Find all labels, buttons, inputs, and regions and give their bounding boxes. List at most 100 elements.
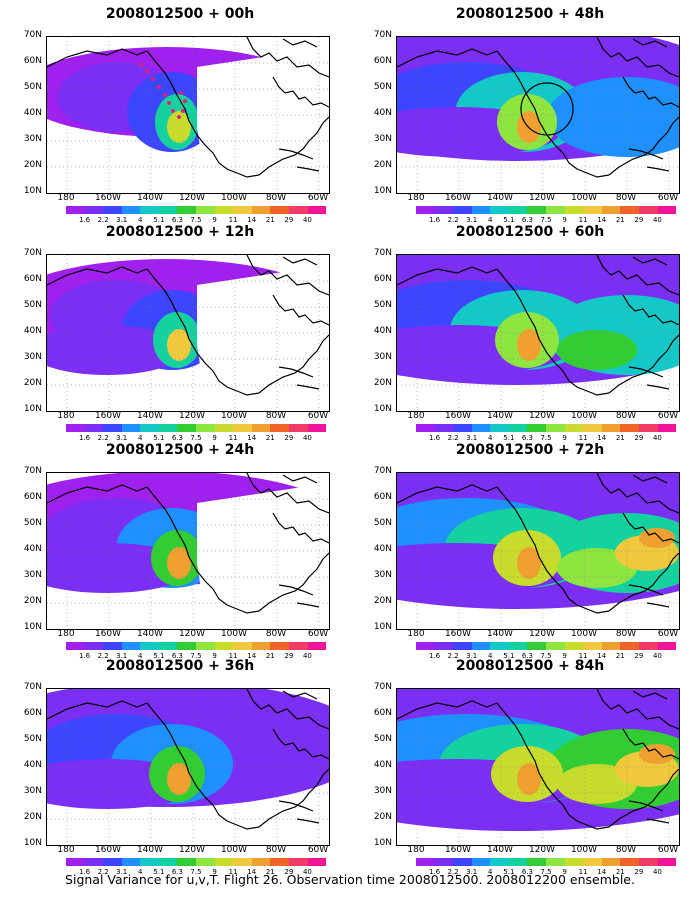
colorbar-swatch — [657, 424, 677, 432]
cuba-coastline — [628, 800, 664, 812]
pacific-coastline — [146, 486, 260, 614]
colorbar-label: 5.1 — [503, 652, 515, 660]
colorbar-label: 21 — [615, 868, 625, 876]
longitude-label: 80W — [265, 845, 287, 855]
colorbar-swatch — [288, 858, 308, 866]
latitude-label: 50N — [373, 82, 392, 92]
canada-coastline — [596, 255, 679, 296]
colorbar-swatch — [471, 424, 491, 432]
colorbar-label: 9 — [212, 434, 217, 442]
colorbar-label: 4 — [138, 652, 143, 660]
colorbar-label: 21 — [265, 652, 275, 660]
colorbar-swatch — [416, 642, 435, 650]
map-canvas — [47, 255, 329, 411]
latitude-label: 70N — [23, 248, 42, 258]
colorbar — [66, 858, 327, 866]
longitude-label: 80W — [615, 629, 637, 639]
colorbar-swatch — [233, 206, 252, 214]
colorbar-swatch — [177, 642, 197, 650]
caribbean-coastline — [646, 166, 670, 172]
colorbar-label: 2.2 — [447, 434, 459, 442]
colorbar-swatch — [196, 642, 215, 650]
longitude-label: 160W — [94, 411, 122, 421]
colorbar-swatch — [546, 858, 565, 866]
colorbar-swatch — [307, 642, 327, 650]
great-lakes-coastline — [272, 512, 329, 544]
colorbar-swatch — [307, 424, 327, 432]
colorbar — [66, 424, 327, 432]
variance-field — [517, 763, 541, 795]
colorbar-swatch — [601, 206, 621, 214]
map-panel: 2008012500 + 24h 70N 60N 50N 40N 30N 20N 10N 180… — [10, 442, 350, 660]
latitude-label: 40N — [23, 760, 42, 770]
colorbar-label: 4 — [488, 652, 493, 660]
colorbar-label: 9 — [562, 868, 567, 876]
colorbar-label: 5.1 — [503, 434, 515, 442]
latitude-label: 50N — [23, 300, 42, 310]
variance-field — [167, 329, 191, 361]
colorbar-label: 14 — [597, 216, 607, 224]
colorbar-label: 14 — [247, 868, 257, 876]
great-lakes-coastline — [272, 294, 329, 326]
cuba-coastline — [278, 584, 314, 596]
colorbar-swatch — [307, 206, 327, 214]
pacific-coastline — [146, 50, 260, 178]
colorbar-label: 29 — [284, 216, 294, 224]
colorbar-swatch — [490, 206, 509, 214]
latitude-label: 20N — [373, 812, 392, 822]
colorbar-swatch — [546, 424, 565, 432]
colorbar-swatch — [508, 642, 528, 650]
longitude-label: 120W — [528, 629, 556, 639]
colorbar-label: 21 — [615, 652, 625, 660]
colorbar-swatch — [527, 642, 547, 650]
latitude-label: 30N — [373, 570, 392, 580]
longitude-label: 120W — [528, 193, 556, 203]
longitude-label: 60W — [657, 629, 679, 639]
variance-map — [46, 254, 330, 412]
great-lakes-coastline — [622, 728, 679, 760]
colorbar-label: 11 — [578, 434, 588, 442]
colorbar-swatch — [434, 424, 454, 432]
longitude-label: 180 — [57, 629, 75, 639]
colorbar-swatch — [66, 424, 85, 432]
colorbar-swatch — [121, 206, 141, 214]
variance-map — [46, 688, 330, 846]
longitude-label: 80W — [615, 845, 637, 855]
latitude-label: 30N — [23, 570, 42, 580]
colorbar-swatch — [121, 858, 141, 866]
longitude-label: 160W — [444, 845, 472, 855]
latitude-label: 20N — [373, 160, 392, 170]
variance-field — [167, 547, 191, 579]
colorbar-swatch — [508, 858, 528, 866]
colorbar — [416, 858, 677, 866]
longitude-label: 160W — [94, 193, 122, 203]
longitude-label: 140W — [136, 629, 164, 639]
colorbar-label: 7.5 — [540, 434, 552, 442]
panel-title: 2008012500 + 72h — [455, 442, 605, 458]
colorbar-label: 11 — [578, 652, 588, 660]
colorbar-label: 2.2 — [447, 216, 459, 224]
colorbar-swatch — [490, 642, 509, 650]
colorbar-swatch — [638, 424, 658, 432]
colorbar-swatch — [620, 642, 639, 650]
colorbar-swatch — [527, 424, 547, 432]
colorbar — [416, 424, 677, 432]
variance-map — [396, 254, 680, 412]
colorbar-swatch — [508, 424, 528, 432]
colorbar-label: 40 — [302, 216, 312, 224]
colorbar-swatch — [270, 642, 289, 650]
colorbar-swatch — [84, 642, 104, 650]
latitude-label: 30N — [373, 352, 392, 362]
colorbar-swatch — [103, 206, 122, 214]
colorbar — [66, 642, 327, 650]
map-canvas — [397, 689, 679, 845]
latitude-label: 30N — [23, 786, 42, 796]
colorbar-label: 11 — [578, 868, 588, 876]
variance-field — [167, 111, 191, 143]
colorbar-label: 4 — [138, 216, 143, 224]
latitude-label: 30N — [23, 134, 42, 144]
colorbar-label: 9 — [212, 652, 217, 660]
colorbar-swatch — [103, 424, 122, 432]
colorbar-label: 21 — [265, 216, 275, 224]
colorbar-label: 14 — [247, 652, 257, 660]
